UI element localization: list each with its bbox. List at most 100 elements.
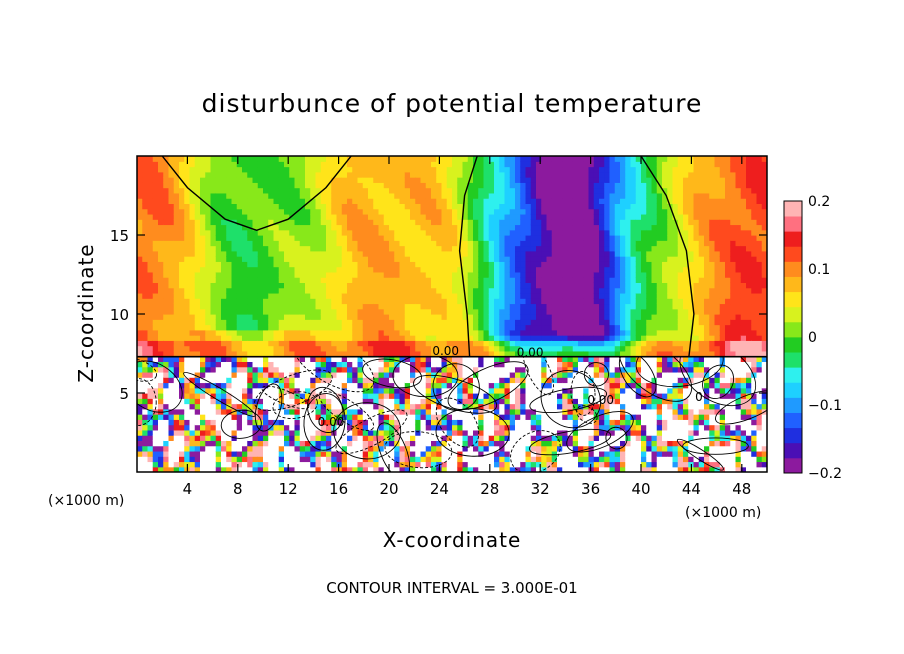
heatmap-cell (457, 213, 464, 220)
heatmap-cell (210, 456, 217, 463)
heatmap-cell (473, 450, 479, 457)
heatmap-cell (268, 287, 275, 294)
heatmap-cell (457, 266, 464, 273)
heatmap-cell (368, 292, 374, 299)
heatmap-cell (320, 198, 327, 204)
heatmap-cell (147, 245, 154, 252)
heatmap-cell (305, 256, 311, 262)
heatmap-cell (357, 303, 364, 310)
heatmap-cell (441, 182, 448, 189)
heatmap-cell (173, 440, 180, 447)
heatmap-cell (210, 177, 217, 183)
heatmap-cell (336, 329, 343, 336)
heatmap-cell (289, 187, 296, 194)
heatmap-cell (436, 208, 443, 215)
heatmap-cell (341, 292, 348, 299)
heatmap-cell (331, 366, 338, 373)
heatmap-cell (410, 440, 416, 447)
heatmap-cell (210, 192, 217, 199)
heatmap-cell (399, 435, 406, 441)
heatmap-cell (278, 182, 285, 189)
heatmap-cell (362, 271, 369, 278)
heatmap-cell (410, 461, 416, 468)
heatmap-cell (299, 271, 306, 278)
heatmap-cell (341, 171, 348, 178)
heatmap-cell (399, 271, 406, 278)
heatmap-cell (320, 398, 327, 405)
heatmap-cell (236, 208, 243, 215)
heatmap-cell (546, 166, 553, 173)
heatmap-cell (184, 171, 191, 178)
heatmap-cell (467, 192, 474, 199)
heatmap-cell (368, 182, 374, 189)
heatmap-cell (530, 198, 537, 204)
heatmap-cell (331, 356, 338, 362)
heatmap-cell (179, 245, 185, 252)
heatmap-cell (242, 240, 248, 247)
heatmap-cell (530, 229, 537, 236)
heatmap-cell (389, 203, 395, 210)
heatmap-cell (310, 292, 317, 299)
heatmap-cell (158, 408, 164, 415)
heatmap-cell (331, 271, 338, 278)
heatmap-cell (278, 429, 285, 436)
heatmap-cell (562, 419, 569, 426)
heatmap-cell (415, 166, 422, 173)
heatmap-cell (189, 177, 196, 183)
heatmap-cell (425, 377, 432, 384)
heatmap-cell (562, 198, 569, 204)
heatmap-cell (504, 224, 511, 231)
heatmap-cell (236, 161, 243, 168)
heatmap-cell (168, 261, 175, 268)
heatmap-cell (226, 171, 233, 178)
heatmap-cell (499, 403, 506, 410)
heatmap-cell (294, 414, 301, 420)
heatmap-cell (436, 319, 443, 326)
heatmap-cell (215, 261, 222, 268)
heatmap-cell (431, 156, 437, 162)
heatmap-cell (352, 245, 359, 252)
heatmap-cell (236, 350, 243, 357)
heatmap-cell (257, 287, 264, 294)
heatmap-cell (242, 250, 248, 257)
heatmap-cell (415, 229, 422, 236)
heatmap-cell (488, 171, 495, 178)
heatmap-cell (562, 271, 569, 278)
heatmap-cell (478, 256, 485, 262)
heatmap-cell (305, 282, 311, 289)
heatmap-cell (221, 371, 227, 378)
heatmap-cell (210, 208, 217, 215)
heatmap-cell (347, 229, 353, 236)
heatmap-cell (158, 429, 164, 436)
heatmap-cell (557, 340, 563, 347)
heatmap-cell (572, 408, 579, 415)
heatmap-cell (273, 187, 280, 194)
heatmap-cell (399, 393, 406, 399)
heatmap-cell (263, 424, 269, 431)
heatmap-cell (420, 466, 427, 472)
heatmap-cell (194, 324, 201, 331)
heatmap-cell (173, 314, 180, 320)
heatmap-cell (231, 303, 238, 310)
heatmap-cell (467, 456, 474, 463)
heatmap-cell (347, 171, 353, 178)
heatmap-cell (320, 429, 327, 436)
heatmap-cell (362, 335, 369, 341)
heatmap-cell (252, 282, 259, 289)
heatmap-cell (425, 424, 432, 431)
heatmap-cell (273, 440, 280, 447)
heatmap-cell (420, 408, 427, 415)
heatmap-cell (320, 287, 327, 294)
heatmap-cell (562, 424, 569, 431)
heatmap-cell (541, 335, 548, 341)
heatmap-cell (504, 429, 511, 436)
heatmap-cell (221, 435, 227, 441)
heatmap-cell (446, 208, 453, 215)
heatmap-cell (179, 250, 185, 257)
heatmap-cell (163, 403, 170, 410)
heatmap-cell (194, 224, 201, 231)
heatmap-cell (357, 450, 364, 457)
heatmap-cell (415, 466, 422, 472)
heatmap-cell (294, 250, 301, 257)
heatmap-cell (200, 450, 206, 457)
